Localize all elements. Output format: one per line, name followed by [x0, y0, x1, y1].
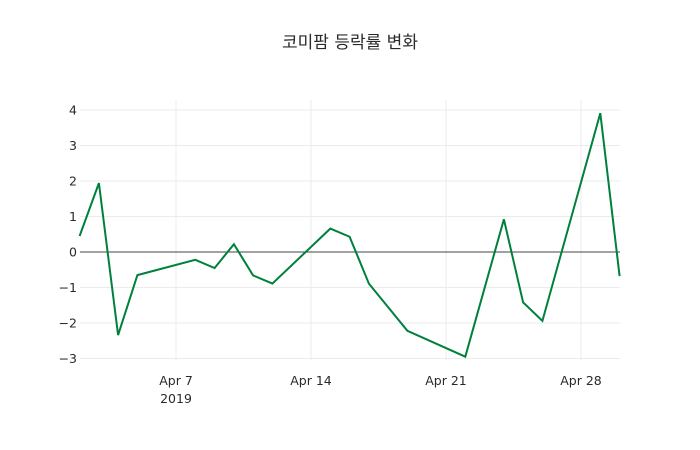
chart-title: 코미팜 등락률 변화	[282, 33, 418, 53]
x-tick-label: Apr 7	[159, 373, 193, 388]
y-tick-label: 0	[69, 245, 77, 260]
x-tick-label: Apr 28	[560, 373, 602, 388]
y-tick-label: −1	[59, 280, 77, 295]
x-tick-label: Apr 14	[290, 373, 332, 388]
y-tick-label: 3	[69, 138, 77, 153]
y-tick-label: 2	[69, 174, 77, 189]
y-tick-label: −2	[59, 316, 77, 331]
series-line	[78, 112, 621, 359]
x-tick-label: Apr 21	[425, 373, 467, 388]
x-tick-year-label: 2019	[160, 391, 192, 406]
y-tick-label: 1	[69, 209, 77, 224]
plot-area: 4 3 2 1 0 −1 −2 −3 Apr 7 2019 Apr 14 Apr 21 Apr 28	[59, 100, 621, 406]
y-tick-label: −3	[59, 351, 77, 366]
y-tick-label: 4	[69, 103, 77, 118]
